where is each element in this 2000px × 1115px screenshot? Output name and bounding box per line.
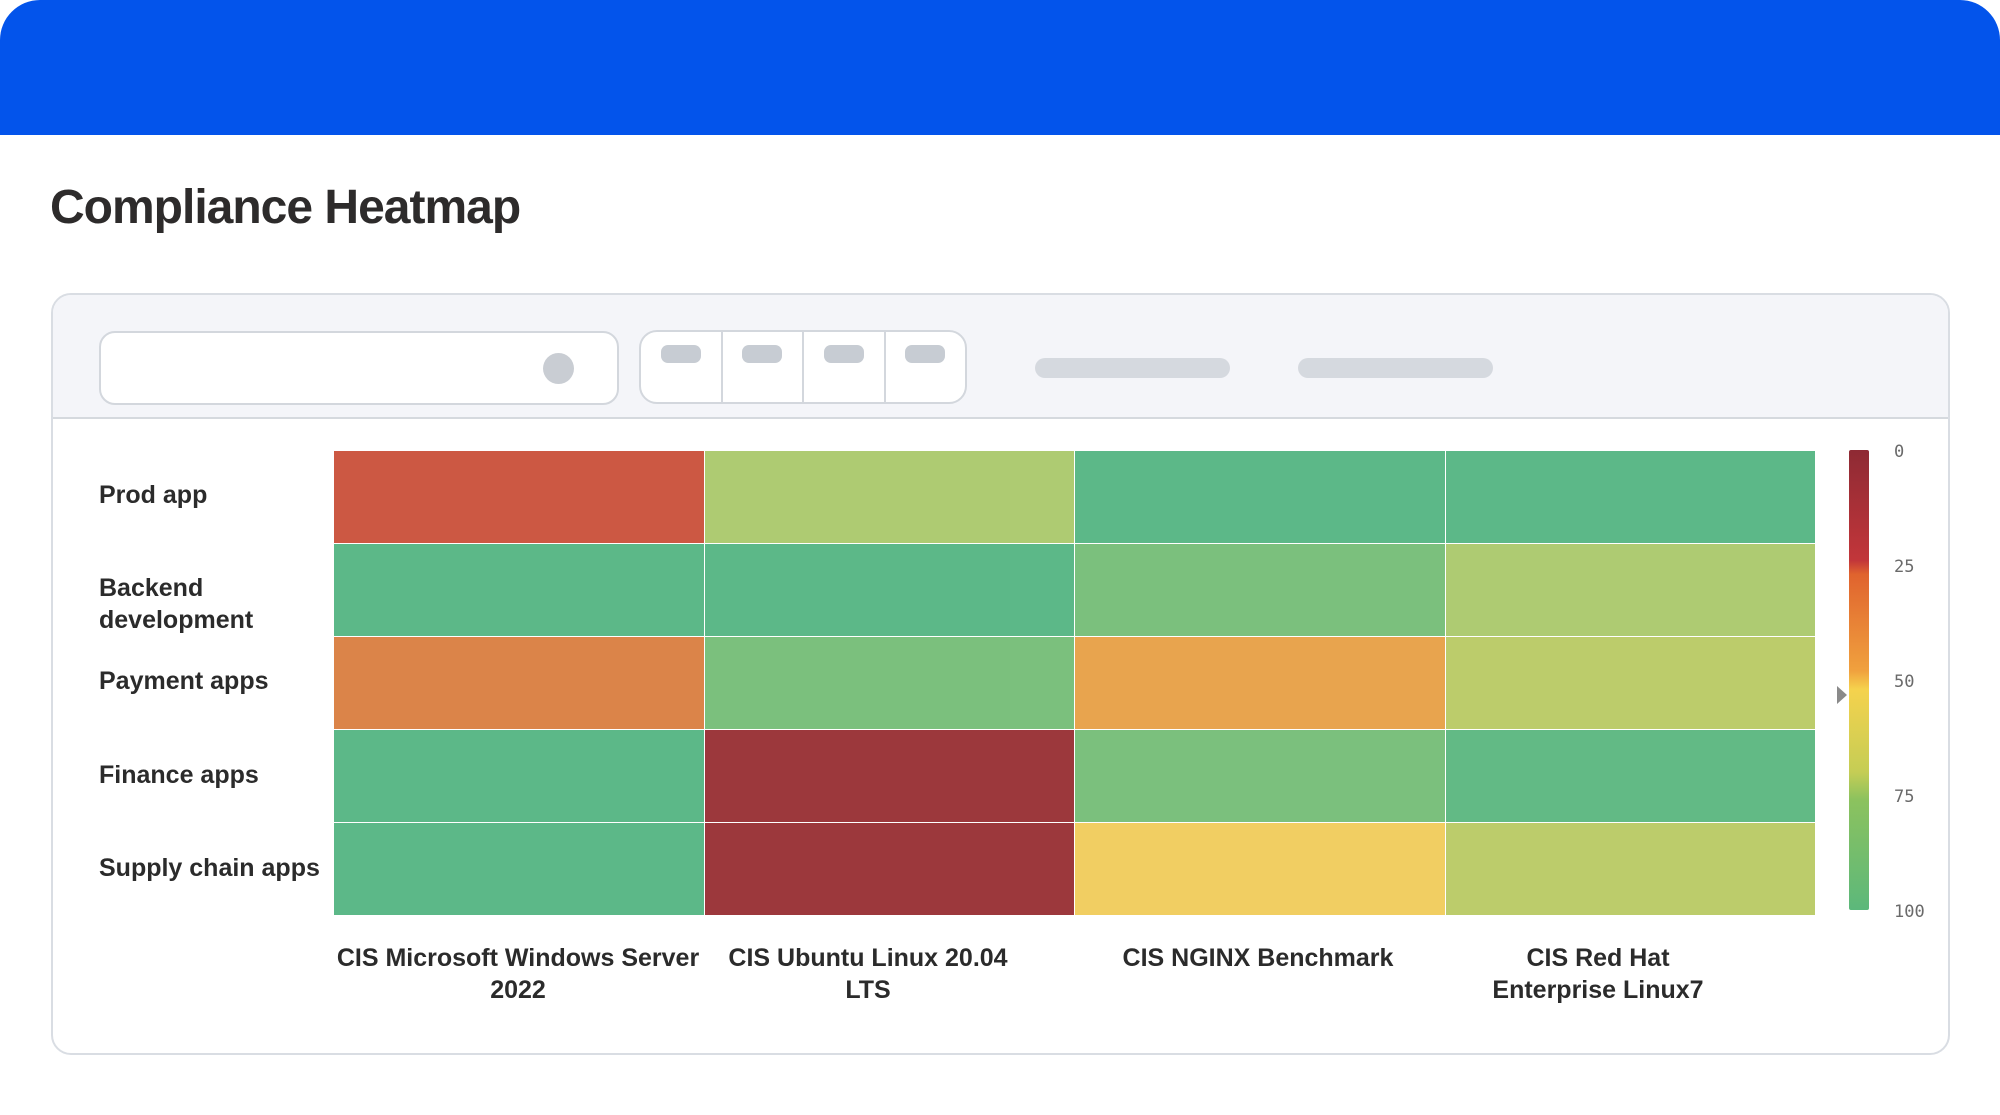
legend-tick: 50 <box>1894 672 1915 692</box>
heatmap-cell[interactable] <box>1444 450 1816 544</box>
view-toggle-1[interactable] <box>641 332 723 402</box>
color-scale-bar <box>1849 450 1869 910</box>
toggle-placeholder <box>823 345 864 363</box>
row-label-supply-chain-apps: Supply chain apps <box>99 854 320 882</box>
heatmap-cell[interactable] <box>1444 636 1816 730</box>
heatmap-cell[interactable] <box>703 636 1075 730</box>
row-label-prod-app: Prod app <box>99 481 208 509</box>
top-banner <box>0 0 2000 135</box>
row-label-payment-apps: Payment apps <box>99 667 269 695</box>
legend-tick: 75 <box>1894 787 1915 807</box>
heatmap-cell[interactable] <box>333 729 705 823</box>
col-label-windows-server: CIS Microsoft Windows Server 2022 <box>336 944 700 1004</box>
heatmap-cell[interactable] <box>1444 822 1816 916</box>
color-scale-marker <box>1837 686 1847 704</box>
legend-tick: 25 <box>1894 557 1915 577</box>
row-label-backend-development: Backend development <box>99 574 254 634</box>
heatmap-cell[interactable] <box>703 543 1075 637</box>
row-label-finance-apps: Finance apps <box>99 761 259 789</box>
view-toggle-group <box>639 330 967 404</box>
heatmap-cell[interactable] <box>333 543 705 637</box>
heatmap-cell[interactable] <box>333 450 705 544</box>
heatmap-panel: Prod app Backend development Payment app… <box>51 293 1950 1055</box>
heatmap-cell[interactable] <box>1074 450 1446 544</box>
filter-placeholder-2[interactable] <box>1298 358 1493 378</box>
toolbar <box>53 295 1948 419</box>
heatmap-cell[interactable] <box>333 822 705 916</box>
page-title: Compliance Heatmap <box>50 181 521 234</box>
heatmap-cell[interactable] <box>1444 543 1816 637</box>
heatmap-cell[interactable] <box>1074 822 1446 916</box>
search-icon[interactable] <box>543 353 574 384</box>
view-toggle-2[interactable] <box>723 332 804 402</box>
toggle-placeholder <box>660 345 701 363</box>
heatmap-cell[interactable] <box>703 450 1075 544</box>
toggle-placeholder <box>742 345 783 363</box>
filter-placeholder-1[interactable] <box>1035 358 1230 378</box>
view-toggle-4[interactable] <box>886 332 966 402</box>
view-toggle-3[interactable] <box>804 332 886 402</box>
toggle-placeholder <box>905 345 946 363</box>
heatmap-cell[interactable] <box>333 636 705 730</box>
col-label-nginx: CIS NGINX Benchmark <box>1122 944 1394 972</box>
legend-tick: 100 <box>1894 902 1925 922</box>
heatmap-cell[interactable] <box>703 822 1075 916</box>
legend-tick: 0 <box>1894 442 1905 462</box>
heatmap-cell[interactable] <box>1444 729 1816 823</box>
search-input[interactable] <box>99 331 619 405</box>
heatmap-cell[interactable] <box>1074 543 1446 637</box>
col-label-ubuntu: CIS Ubuntu Linux 20.04 LTS <box>728 944 1008 1004</box>
heatmap-cell[interactable] <box>1074 729 1446 823</box>
heatmap-cell[interactable] <box>703 729 1075 823</box>
heatmap-cell[interactable] <box>1074 636 1446 730</box>
col-label-redhat: CIS Red Hat Enterprise Linux7 <box>1492 944 1704 1004</box>
